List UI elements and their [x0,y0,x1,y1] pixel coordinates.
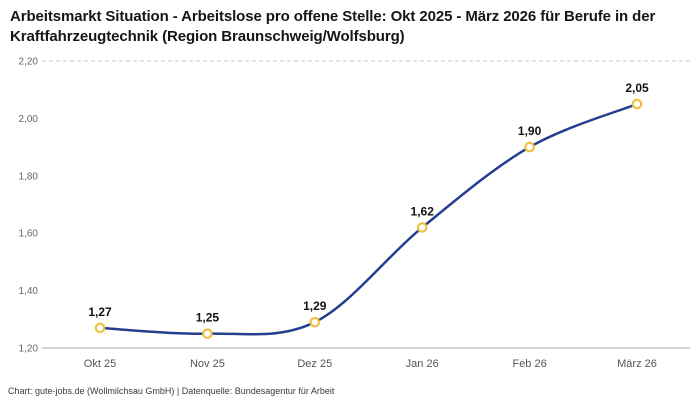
x-tick-label: Jan 26 [406,358,439,370]
y-tick-label: 2,20 [19,56,39,67]
y-tick-label: 1,80 [19,171,39,182]
data-point-marker[interactable] [202,327,213,339]
data-point-marker[interactable] [416,221,428,233]
x-tick-label: Okt 25 [84,358,116,370]
y-tick-label: 1,20 [19,343,39,354]
x-tick-label: Nov 25 [190,358,225,370]
value-label: 1,90 [518,124,542,138]
data-line [98,102,639,336]
value-label: 2,05 [625,81,649,95]
y-tick-label: 1,40 [19,286,39,297]
x-tick-label: März 26 [617,358,657,370]
x-tick-label: Feb 26 [512,358,546,370]
value-label: 1,25 [196,310,220,324]
chart-title: Arbeitsmarkt Situation - Arbeitslose pro… [10,8,656,46]
plot-area: 1,20 1,40 1,60 1,80 2,00 2,20 Okt 25 Nov 25 Dez … [0,49,700,379]
value-label: 1,27 [88,304,112,318]
value-label: 1,29 [303,299,327,313]
x-tick-label: Dez 25 [297,358,332,370]
data-point-marker[interactable] [94,322,106,333]
data-point-marker[interactable] [309,316,321,327]
chart-credit: Chart: gute-jobs.de (Wollmilchsau GmbH) … [8,386,335,396]
value-label: 1,62 [411,204,435,218]
line-chart: 1,20 1,40 1,60 1,80 2,00 2,20 Okt 25 Nov 25 Dez … [19,56,690,370]
data-point-marker[interactable] [524,141,535,152]
y-tick-label: 2,00 [19,113,39,124]
y-tick-label: 1,60 [19,228,39,239]
data-point-marker[interactable] [631,98,643,109]
